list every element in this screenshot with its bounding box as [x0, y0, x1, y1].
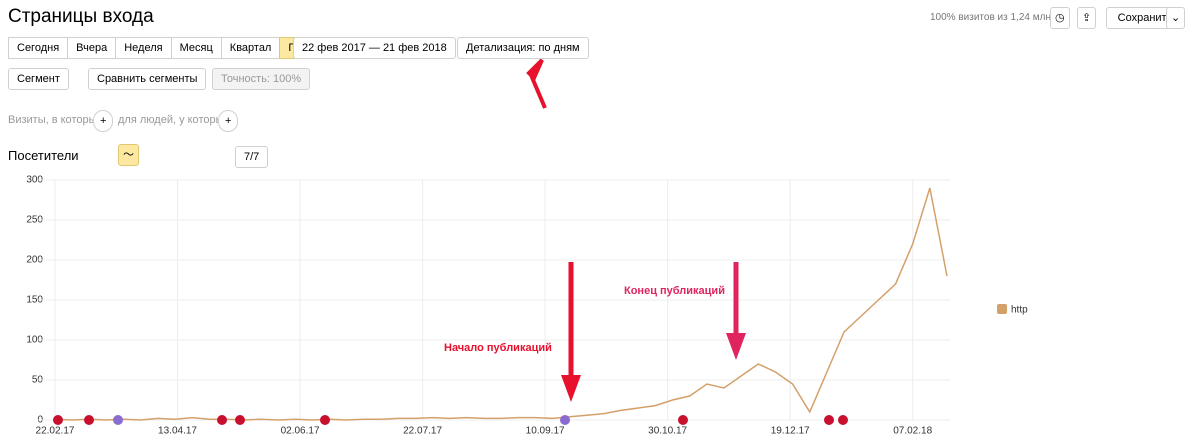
y-tick-label: 200	[26, 255, 43, 266]
x-tick-label: 30.10.17	[648, 426, 687, 437]
series-line	[54, 187, 948, 421]
history-button[interactable]: ◷	[1050, 7, 1070, 29]
legend-label[interactable]: http	[1011, 305, 1028, 316]
x-tick-label: 10.09.17	[526, 426, 565, 437]
y-tick-label: 100	[26, 335, 43, 346]
arrow	[561, 375, 581, 402]
event-marker[interactable]	[217, 415, 227, 425]
x-tick-label: 02.06.17	[281, 426, 320, 437]
y-tick-label: 150	[26, 295, 43, 306]
x-tick-label: 22.07.17	[403, 426, 442, 437]
x-tick-label: 07.02.18	[893, 426, 932, 437]
period-button[interactable]: Сегодня	[8, 37, 69, 59]
event-marker[interactable]	[824, 415, 834, 425]
x-tick-label: 22.02.17	[36, 426, 75, 437]
period-button[interactable]: Вчера	[67, 37, 117, 59]
event-marker[interactable]	[84, 415, 94, 425]
date-range[interactable]: 22 фев 2017 — 21 фев 2018	[293, 37, 456, 59]
detail-select[interactable]: Детализация: по дням	[457, 37, 589, 59]
filter-label: Визиты, в которых	[8, 114, 102, 126]
accuracy-button[interactable]: Точность: 100%	[212, 68, 311, 90]
event-marker[interactable]	[838, 415, 848, 425]
annotation: Начало публикаций	[444, 342, 552, 354]
event-marker[interactable]	[113, 415, 123, 425]
event-marker[interactable]	[320, 415, 330, 425]
chart-type-line[interactable]: 〜	[118, 144, 139, 166]
event-marker[interactable]	[678, 415, 688, 425]
export-button[interactable]: ⇪	[1077, 7, 1097, 29]
add-filter[interactable]: +	[218, 110, 239, 132]
event-marker[interactable]	[235, 415, 245, 425]
arrow	[526, 58, 547, 109]
add-filter[interactable]: +	[93, 110, 114, 132]
period-button[interactable]: Неделя	[115, 37, 172, 59]
event-marker[interactable]	[53, 415, 63, 425]
event-marker[interactable]	[560, 415, 570, 425]
period-button[interactable]: Квартал	[220, 37, 281, 59]
annotation: Конец публикаций	[624, 285, 725, 297]
y-tick-label: 250	[26, 215, 43, 226]
segment-button[interactable]: Сегмент	[8, 68, 69, 90]
x-tick-label: 19.12.17	[771, 426, 810, 437]
y-tick-label: 300	[26, 175, 43, 186]
save-menu[interactable]: ⌄	[1166, 7, 1186, 29]
period-button[interactable]: Месяц	[170, 37, 222, 59]
arrow	[726, 333, 746, 360]
legend-swatch[interactable]	[997, 304, 1007, 314]
series-select[interactable]: 7/7	[235, 146, 269, 168]
visits-info: 100% визитов из 1,24 млн	[930, 12, 1051, 23]
metric-title: Посетители	[8, 148, 79, 163]
y-tick-label: 50	[32, 375, 44, 386]
compare-button[interactable]: Сравнить сегменты	[88, 68, 207, 90]
save-button[interactable]: Сохранить	[1106, 7, 1184, 29]
x-tick-label: 13.04.17	[158, 426, 197, 437]
filter-label: для людей, у которых	[118, 114, 229, 126]
period-group: СегодняВчераНеделяМесяцКварталГод	[8, 37, 315, 59]
page-title: Страницы входа	[8, 6, 154, 27]
